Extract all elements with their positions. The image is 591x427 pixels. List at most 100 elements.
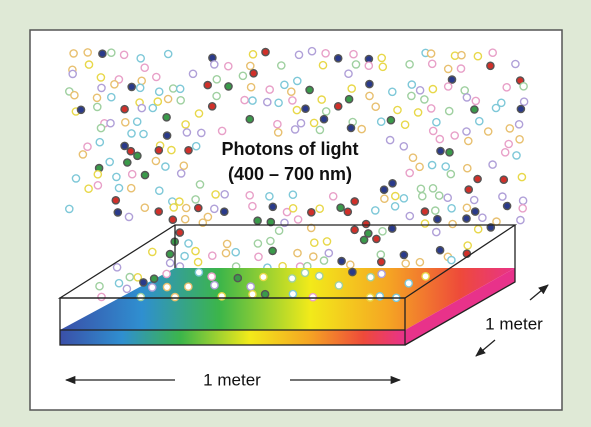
photon	[376, 250, 386, 259]
photon	[305, 85, 314, 95]
photon	[491, 103, 501, 113]
photon	[350, 197, 360, 206]
photon	[460, 86, 470, 95]
photon	[321, 107, 331, 116]
photon	[209, 204, 219, 214]
photon	[309, 238, 319, 247]
photon	[387, 87, 397, 97]
photon	[435, 134, 445, 144]
photon	[147, 283, 157, 292]
photon	[126, 183, 136, 193]
photon	[416, 184, 426, 194]
photon	[149, 274, 159, 284]
photon	[191, 195, 200, 204]
photon	[78, 150, 88, 159]
photon	[123, 158, 132, 167]
photon	[366, 272, 375, 282]
spectrum-front	[60, 330, 405, 345]
photon	[357, 124, 367, 134]
photon	[428, 126, 438, 136]
photon	[162, 282, 172, 292]
photon	[401, 259, 411, 268]
photon	[462, 203, 472, 213]
photon	[95, 281, 104, 291]
photon	[336, 203, 345, 212]
photon	[375, 291, 385, 301]
photon	[378, 226, 387, 236]
photon	[364, 61, 374, 70]
photons	[65, 46, 529, 273]
photon	[210, 280, 219, 290]
photon	[288, 96, 297, 105]
photon	[240, 95, 249, 105]
photon	[346, 123, 356, 133]
photon	[344, 94, 354, 104]
photon	[502, 83, 512, 92]
photon	[162, 269, 171, 279]
photon	[265, 191, 274, 201]
photon	[248, 289, 257, 299]
photon	[447, 203, 456, 213]
photon	[500, 147, 510, 157]
photons-front	[95, 267, 430, 303]
photon	[351, 60, 361, 69]
photon	[450, 131, 460, 140]
photon	[246, 282, 255, 291]
photon	[427, 160, 437, 170]
photon	[84, 184, 93, 193]
photon	[456, 64, 466, 73]
photon	[393, 105, 402, 115]
photon	[154, 207, 163, 216]
photon	[191, 246, 200, 256]
photon	[420, 207, 430, 216]
photon	[293, 248, 302, 258]
photon	[478, 213, 487, 222]
photon	[126, 146, 136, 156]
photon	[473, 224, 483, 234]
photon	[83, 142, 92, 151]
photon	[217, 291, 227, 301]
arrow	[529, 284, 549, 301]
photon	[379, 185, 389, 194]
photon	[290, 125, 300, 134]
photon	[253, 216, 262, 225]
photon	[471, 96, 481, 106]
photon	[273, 128, 283, 137]
photon	[182, 128, 192, 137]
photon	[124, 212, 134, 222]
photon	[167, 145, 176, 155]
photon	[371, 102, 381, 111]
photon	[183, 282, 193, 292]
photon	[328, 191, 338, 201]
photon	[276, 61, 286, 70]
photon	[76, 105, 86, 115]
photon	[462, 214, 471, 223]
photon	[139, 129, 148, 139]
photon	[148, 103, 158, 113]
photon	[266, 217, 276, 227]
photon	[388, 178, 397, 188]
photon	[248, 201, 257, 211]
photon	[161, 162, 170, 171]
photon	[180, 251, 189, 261]
photon	[65, 204, 74, 214]
photon	[140, 63, 149, 72]
photon	[219, 207, 229, 216]
photon	[517, 172, 527, 182]
photon	[307, 46, 317, 56]
photon	[445, 147, 454, 157]
photon	[207, 102, 217, 111]
photon	[462, 163, 472, 173]
photon	[349, 49, 358, 59]
photon	[140, 203, 150, 212]
photon	[245, 190, 254, 200]
photon	[137, 76, 146, 86]
photon	[343, 207, 353, 217]
photon	[211, 190, 220, 199]
photon	[415, 162, 424, 172]
photon	[469, 195, 479, 205]
photon	[390, 201, 400, 211]
photon	[176, 96, 185, 105]
